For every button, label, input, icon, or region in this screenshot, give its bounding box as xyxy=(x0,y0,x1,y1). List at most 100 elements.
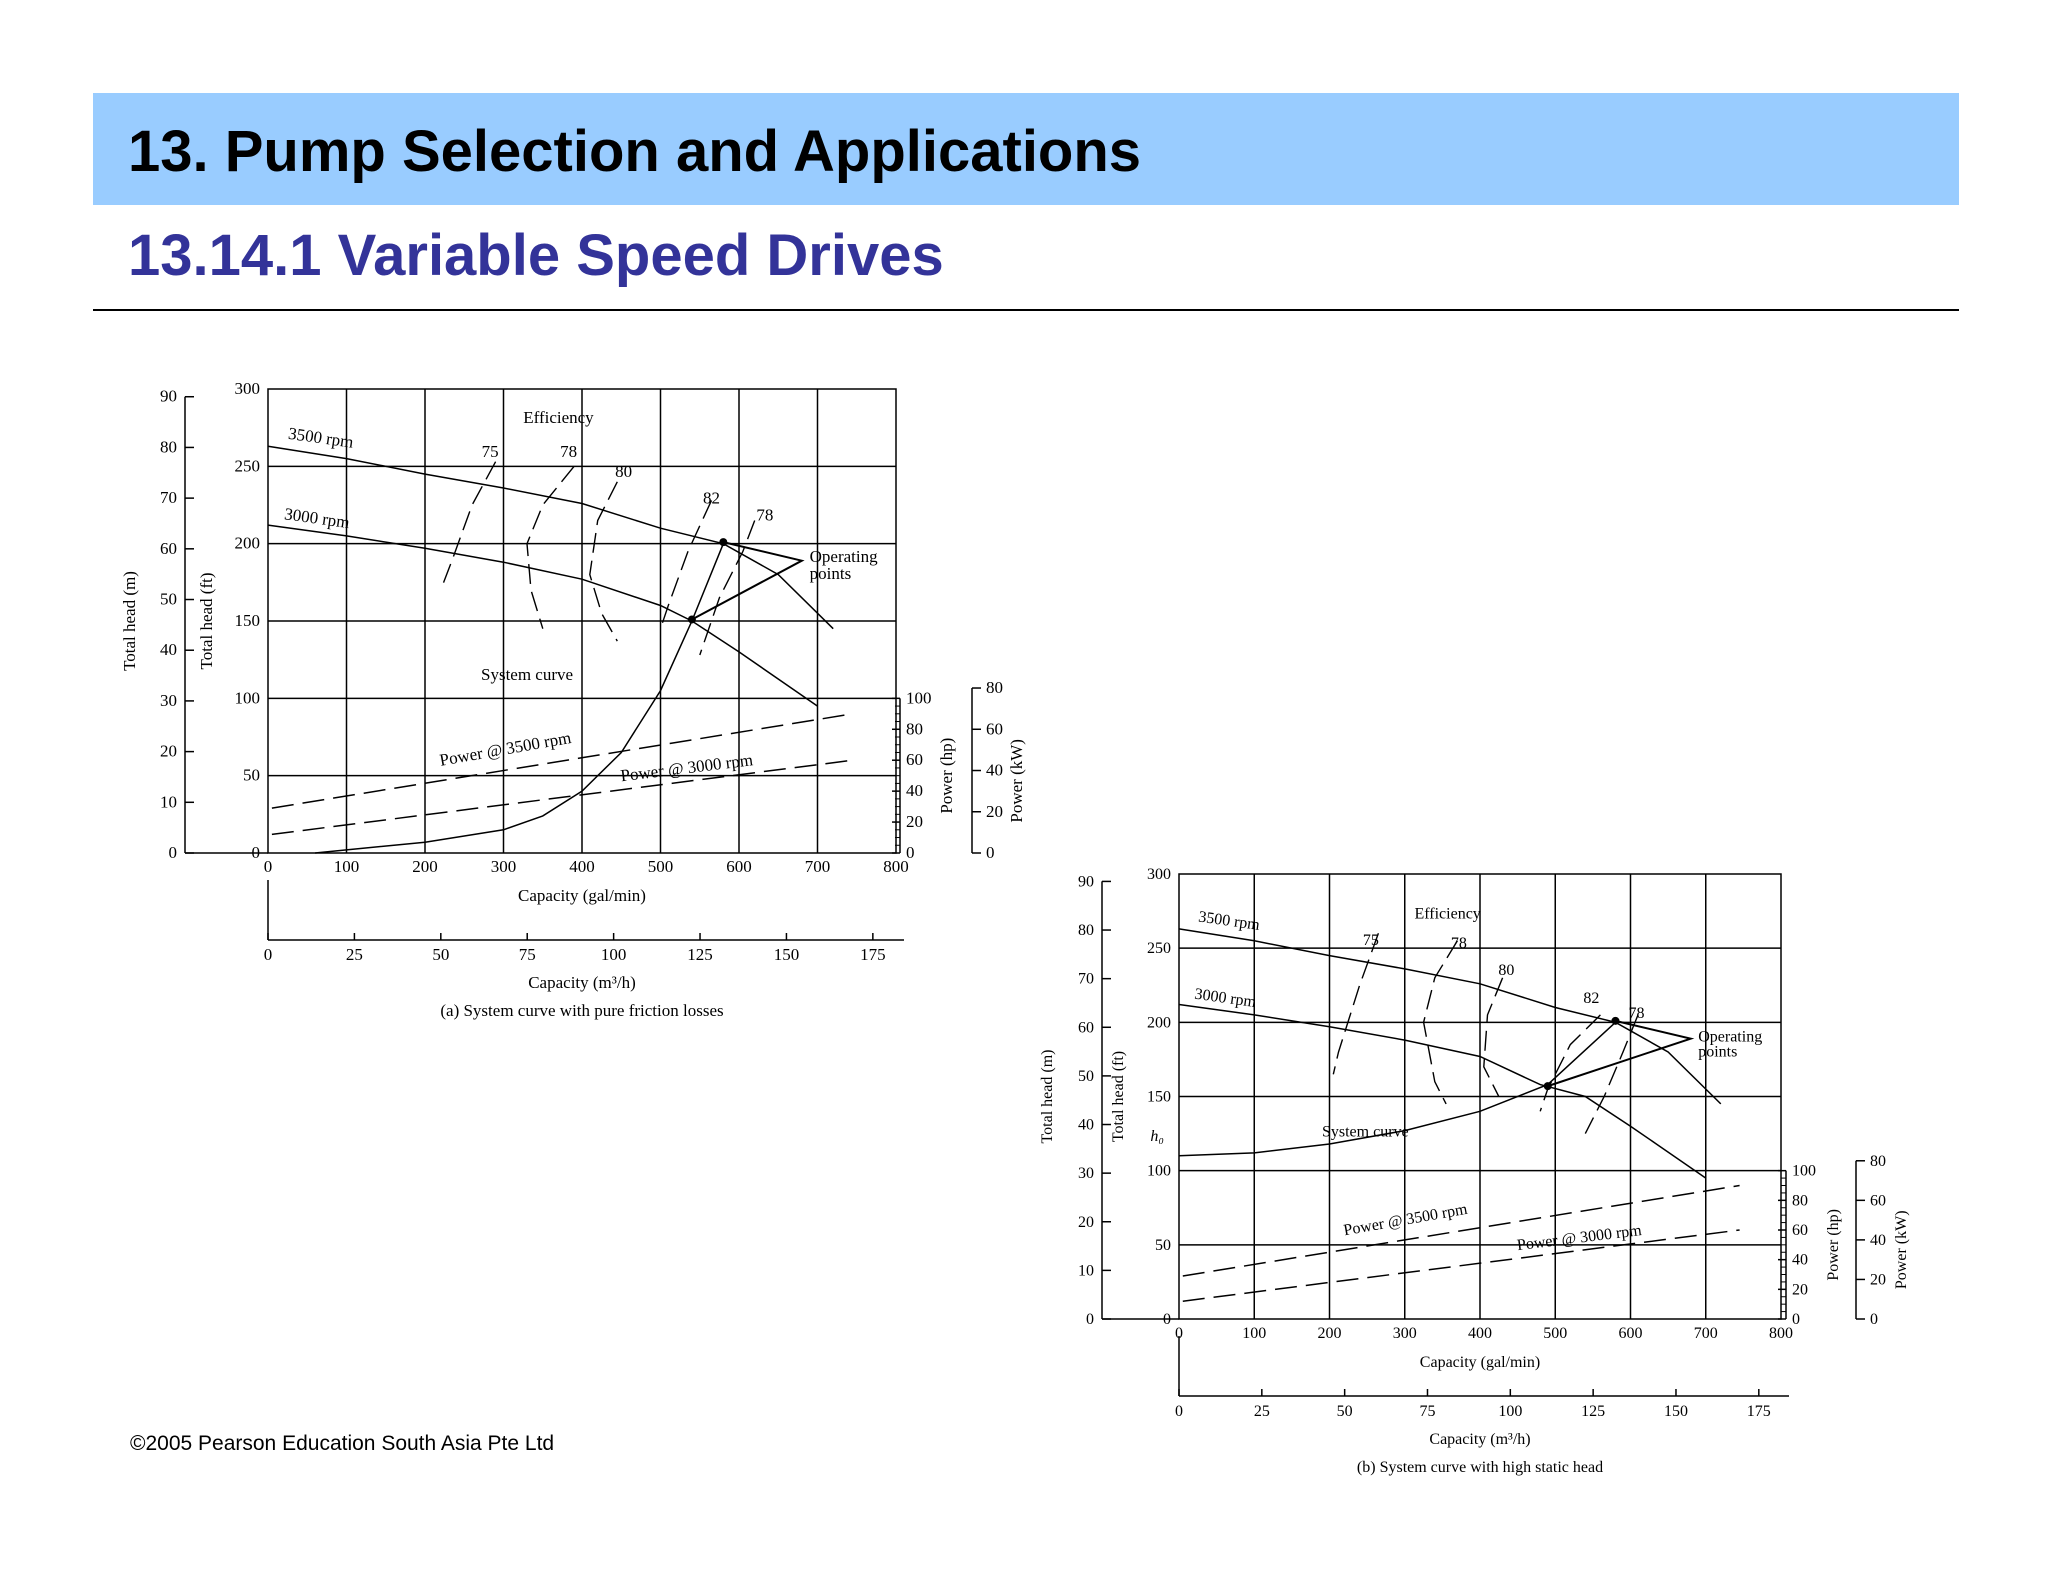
y-m-tick-label: 80 xyxy=(1078,922,1094,939)
efficiency-contour xyxy=(589,481,618,642)
kw-tick-label: 80 xyxy=(986,678,1003,697)
y-ft-tick-label: 200 xyxy=(235,534,261,553)
efficiency-label: 78 xyxy=(756,505,773,524)
operating-label: Operating xyxy=(1698,1029,1762,1046)
operating-point-leader xyxy=(1547,1019,1695,1088)
y-ft-tick-label: 150 xyxy=(235,611,261,630)
series-label-power-3500: Power @ 3500 rpm xyxy=(438,728,573,770)
x-axis-label: Capacity (gal/min) xyxy=(1420,1354,1540,1371)
efficiency-contour xyxy=(440,461,497,591)
efficiency-title: Efficiency xyxy=(1414,906,1480,923)
x-tick-label: 0 xyxy=(1175,1325,1183,1342)
x-tick-label: 800 xyxy=(1769,1325,1793,1342)
efficiency-title: Efficiency xyxy=(523,408,594,427)
y-ft-tick-label: 250 xyxy=(1147,940,1171,957)
series-label-power-3000: Power @ 3000 rpm xyxy=(619,750,754,785)
x2-tick-label: 0 xyxy=(1175,1403,1183,1420)
y-m-tick-label: 0 xyxy=(169,843,178,862)
y-m-tick-label: 30 xyxy=(160,691,177,710)
x2-tick-label: 100 xyxy=(601,945,627,964)
x-tick-label: 500 xyxy=(1543,1325,1567,1342)
x-tick-label: 200 xyxy=(1318,1325,1342,1342)
y-m-tick-label: 90 xyxy=(1078,873,1094,890)
efficiency-label: 75 xyxy=(1363,932,1379,949)
efficiency-label: 78 xyxy=(1451,935,1467,952)
efficiency-contour xyxy=(1332,933,1380,1075)
x2-tick-label: 0 xyxy=(264,945,273,964)
x2-tick-label: 50 xyxy=(432,945,449,964)
y-m-tick-label: 50 xyxy=(1078,1068,1094,1085)
kw-axis-label: Power (kW) xyxy=(1893,1210,1910,1289)
series-label-system-curve: System curve xyxy=(1322,1124,1409,1141)
y-m-tick-label: 40 xyxy=(1078,1117,1094,1134)
efficiency-label: 75 xyxy=(482,442,499,461)
y-m-tick-label: 80 xyxy=(160,437,177,456)
x2-tick-label: 175 xyxy=(860,945,886,964)
header-band xyxy=(93,93,1959,205)
hp-tick-label: 0 xyxy=(1792,1311,1800,1328)
x2-axis-label: Capacity (m³/h) xyxy=(1429,1431,1530,1448)
x2-tick-label: 25 xyxy=(1254,1403,1270,1420)
kw-tick-label: 60 xyxy=(1870,1192,1886,1209)
y-m-tick-label: 50 xyxy=(160,590,177,609)
y-m-tick-label: 60 xyxy=(160,539,177,558)
y-ft-tick-label: 100 xyxy=(1147,1163,1171,1180)
hp-tick-label: 60 xyxy=(1792,1222,1808,1239)
x-tick-label: 700 xyxy=(1694,1325,1718,1342)
hp-axis-label: Power (hp) xyxy=(937,738,956,814)
x-tick-label: 500 xyxy=(648,857,674,876)
x2-tick-label: 75 xyxy=(1419,1403,1435,1420)
page-title: 13. Pump Selection and Applications xyxy=(128,119,1142,184)
x-tick-label: 700 xyxy=(805,857,831,876)
x2-tick-label: 125 xyxy=(1581,1403,1605,1420)
hp-tick-label: 100 xyxy=(906,688,932,707)
x2-tick-label: 100 xyxy=(1498,1403,1522,1420)
y-m-tick-label: 10 xyxy=(160,792,177,811)
y-m-tick-label: 90 xyxy=(160,387,177,406)
hp-tick-label: 80 xyxy=(1792,1192,1808,1209)
y-m-axis-label: Total head (m) xyxy=(1039,1050,1056,1144)
chart-caption: (b) System curve with high static head xyxy=(1357,1459,1603,1476)
x-tick-label: 800 xyxy=(883,857,909,876)
y-m-tick-label: 40 xyxy=(160,640,177,659)
series-line-power-3500-rpm xyxy=(1182,1184,1740,1277)
hp-tick-label: 80 xyxy=(906,719,923,738)
x2-tick-label: 75 xyxy=(519,945,536,964)
kw-tick-label: 20 xyxy=(986,802,1003,821)
kw-tick-label: 40 xyxy=(986,761,1003,780)
x2-tick-label: 50 xyxy=(1337,1403,1353,1420)
series-label-power-3500: Power @ 3500 rpm xyxy=(1342,1201,1469,1240)
x-tick-label: 100 xyxy=(1242,1325,1266,1342)
x-tick-label: 200 xyxy=(412,857,438,876)
series-line-power-3000-rpm xyxy=(271,759,853,836)
efficiency-contour xyxy=(1539,1014,1601,1112)
y-ft-tick-label: 300 xyxy=(235,379,261,398)
hp-tick-label: 20 xyxy=(1792,1281,1808,1298)
y-m-tick-label: 60 xyxy=(1078,1019,1094,1036)
y-ft-tick-label: 50 xyxy=(243,766,260,785)
efficiency-label: 82 xyxy=(703,488,720,507)
efficiency-contour xyxy=(1584,1014,1639,1134)
y-m-tick-label: 30 xyxy=(1078,1165,1094,1182)
hp-tick-label: 60 xyxy=(906,750,923,769)
y-m-tick-label: 20 xyxy=(160,742,177,761)
hp-tick-label: 0 xyxy=(906,843,915,862)
y-ft-tick-label: 300 xyxy=(1147,866,1171,883)
kw-tick-label: 40 xyxy=(1870,1232,1886,1249)
y-ft-tick-label: 250 xyxy=(235,456,261,475)
x-tick-label: 300 xyxy=(491,857,517,876)
efficiency-contour xyxy=(659,500,713,629)
series-label-3500-rpm: 3500 rpm xyxy=(1197,909,1261,935)
x-tick-label: 0 xyxy=(264,857,273,876)
kw-tick-label: 80 xyxy=(1870,1153,1886,1170)
y-ft-tick-label: 100 xyxy=(235,688,261,707)
series-label-system-curve: System curve xyxy=(481,665,573,684)
x2-tick-label: 175 xyxy=(1747,1403,1771,1420)
y-ft-tick-label: 50 xyxy=(1155,1237,1171,1254)
y-m-tick-label: 70 xyxy=(1078,971,1094,988)
efficiency-label: 80 xyxy=(1498,962,1514,979)
y-ft-tick-label: 200 xyxy=(1147,1014,1171,1031)
x2-tick-label: 125 xyxy=(687,945,713,964)
points-label: points xyxy=(810,564,852,583)
